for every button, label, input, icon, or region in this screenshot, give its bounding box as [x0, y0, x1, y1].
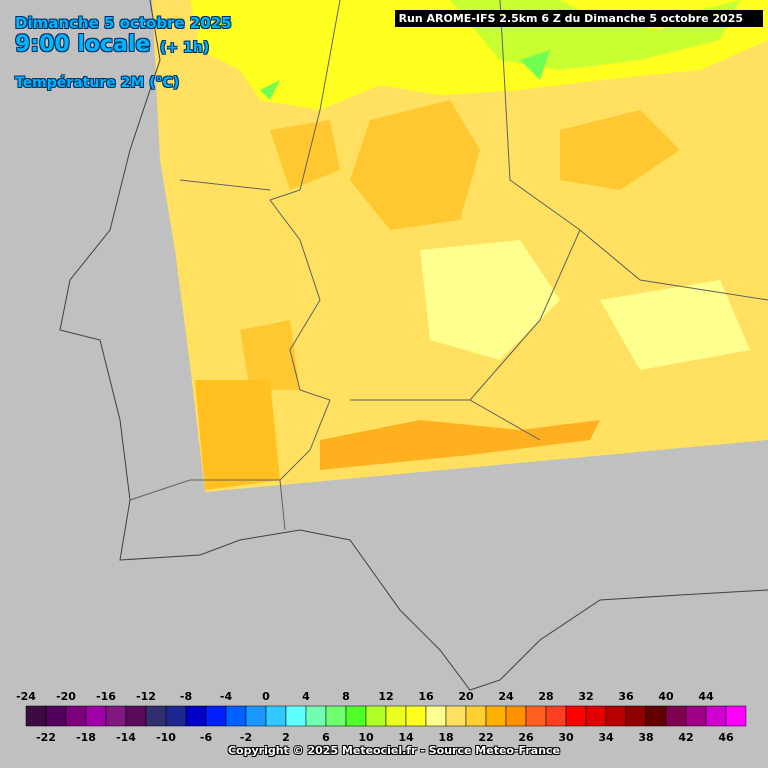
legend-label: -16	[96, 690, 116, 703]
legend-swatch	[185, 705, 207, 727]
legend-swatch	[205, 705, 227, 727]
legend-label: -24	[16, 690, 36, 703]
legend-label: -8	[180, 690, 192, 703]
legend-label: -18	[76, 731, 96, 744]
legend-label: -10	[156, 731, 176, 744]
mild-patch	[420, 240, 750, 370]
legend-swatch	[65, 705, 87, 727]
legend-swatch	[545, 705, 567, 727]
legend-label: 20	[458, 690, 474, 703]
legend-swatch	[705, 705, 727, 727]
legend-label: 44	[698, 690, 714, 703]
legend-label: 38	[638, 731, 653, 744]
legend-swatch	[305, 705, 327, 727]
legend-label: -4	[220, 690, 233, 703]
legend-label: -2	[240, 731, 252, 744]
legend-swatch	[385, 705, 407, 727]
copyright: Copyright © 2025 Meteociel.fr - Source M…	[227, 744, 561, 757]
hot-patch	[560, 110, 680, 190]
legend-label: 18	[438, 731, 453, 744]
legend-swatch	[485, 705, 507, 727]
legend-swatch	[565, 705, 587, 727]
run-label: Run AROME-IFS 2.5km 6 Z du Dimanche 5 oc…	[394, 10, 763, 27]
legend-swatch	[605, 705, 627, 727]
legend-swatch	[445, 705, 467, 727]
legend-label: 0	[262, 690, 270, 703]
legend-label: 34	[598, 731, 614, 744]
legend-swatch	[285, 705, 307, 727]
legend-swatch	[345, 705, 367, 727]
legend-swatch	[325, 705, 347, 727]
legend-swatch	[165, 705, 187, 727]
legend-label: 22	[478, 731, 493, 744]
legend-swatch	[365, 705, 387, 727]
legend-label: 12	[378, 690, 393, 703]
legend-label: -14	[116, 731, 136, 744]
legend-swatch	[505, 705, 527, 727]
legend-label: 28	[538, 690, 553, 703]
hot-patch	[270, 120, 340, 190]
legend-swatch	[425, 705, 447, 727]
legend-swatch	[25, 705, 47, 727]
date: Dimanche 5 octobre 2025	[15, 14, 232, 32]
legend-swatch	[125, 705, 147, 727]
legend-label: -22	[36, 731, 56, 744]
legend: -24-22-20-18-16-14-12-10-8-6-4-202468101…	[16, 690, 747, 744]
legend-swatch	[85, 705, 107, 727]
hot-patch	[195, 380, 280, 490]
legend-label: 24	[498, 690, 514, 703]
legend-label: -6	[200, 731, 213, 744]
legend-label: 40	[658, 690, 674, 703]
coastline	[59, 0, 768, 691]
legend-label: 10	[358, 731, 374, 744]
legend-swatch	[465, 705, 487, 727]
legend-swatch	[45, 705, 67, 727]
hot-patch	[240, 320, 300, 390]
offset: (+ 1h)	[160, 40, 210, 56]
legend-label: 36	[618, 690, 634, 703]
legend-swatch	[525, 705, 547, 727]
legend-label: 42	[678, 731, 693, 744]
legend-label: 4	[302, 690, 310, 703]
variable: Température 2M (°C)	[15, 75, 180, 91]
legend-label: 14	[398, 731, 414, 744]
legend-swatch	[265, 705, 287, 727]
legend-label: 26	[518, 731, 534, 744]
legend-label: -12	[136, 690, 156, 703]
legend-swatch	[625, 705, 647, 727]
legend-label: -20	[56, 690, 76, 703]
legend-label: 2	[282, 731, 290, 744]
legend-swatch	[585, 705, 607, 727]
legend-label: 32	[578, 690, 593, 703]
legend-swatch	[645, 705, 667, 727]
legend-swatch	[225, 705, 247, 727]
legend-label: 16	[418, 690, 434, 703]
hot-patch	[350, 100, 480, 230]
legend-swatch	[725, 705, 747, 727]
legend-swatch	[665, 705, 687, 727]
border	[129, 0, 768, 531]
legend-swatch	[405, 705, 427, 727]
legend-swatch	[245, 705, 267, 727]
legend-label: 46	[718, 731, 734, 744]
time: 9:00 locale	[15, 32, 151, 57]
legend-label: 30	[558, 731, 574, 744]
hot-patch	[320, 420, 600, 470]
legend-swatch	[685, 705, 707, 727]
legend-label: 8	[342, 690, 350, 703]
legend-swatch	[145, 705, 167, 727]
legend-swatch	[105, 705, 127, 727]
legend-label: 6	[322, 731, 330, 744]
